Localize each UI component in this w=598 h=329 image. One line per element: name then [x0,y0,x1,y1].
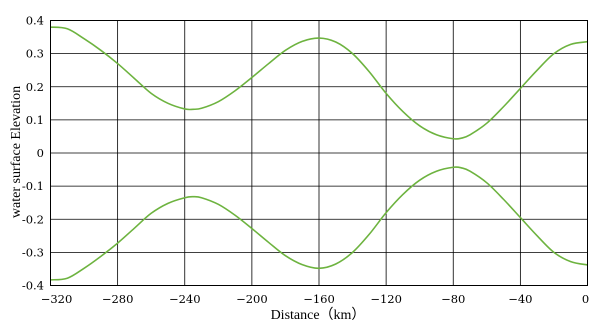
y-axis-title: water surface Elevation [9,86,24,218]
y-tick-label: 0.3 [26,47,44,61]
y-tick-label: 0.1 [26,113,44,127]
y-tick-label: 0.2 [26,80,44,94]
x-tick-label: −280 [102,292,134,306]
x-tick-label: −160 [303,292,335,306]
x-tick-label: −320 [41,292,73,306]
y-tick-labels: 0.4 0.3 0.2 0.1 0 -0.1 -0.2 -0.3 -0.4 [22,14,44,293]
y-tick-label: 0.4 [26,14,44,28]
grid [50,20,588,286]
x-tick-label: 0 [582,292,589,306]
y-tick-label: -0.2 [22,212,44,226]
plot-frame [50,20,588,286]
y-tick-label: -0.4 [22,279,44,293]
x-tick-label: −240 [169,292,201,306]
x-tick-label: −40 [508,292,532,306]
x-axis-title: Distance（km） [271,307,366,323]
y-tick-label: -0.1 [22,179,44,193]
x-tick-label: −80 [441,292,465,306]
y-tick-label: -0.3 [22,245,44,259]
x-tick-label: −120 [370,292,402,306]
lower-series-line [50,166,588,281]
y-tick-label: 0 [37,146,44,160]
x-tick-labels: −320 −280 −240 −200 −160 −120 −80 −40 0 [41,292,589,306]
x-tick-label: −200 [236,292,268,306]
series-group [50,26,588,281]
upper-series-line [50,26,588,140]
